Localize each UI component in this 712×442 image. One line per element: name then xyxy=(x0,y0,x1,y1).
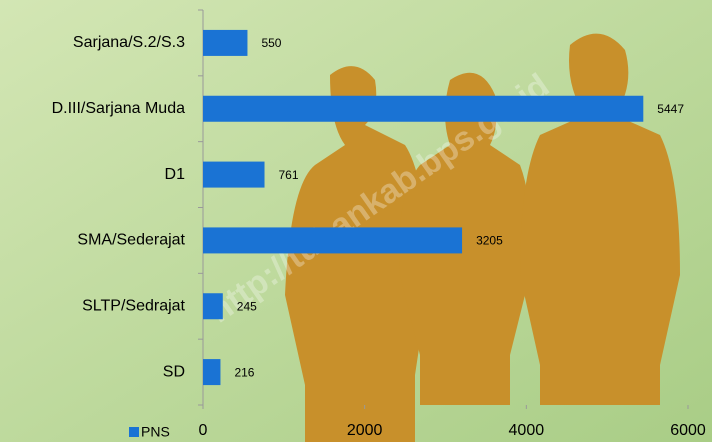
value-label: 245 xyxy=(237,299,257,313)
value-label: 3205 xyxy=(476,234,503,248)
bar xyxy=(203,95,644,122)
y-tick-label: D1 xyxy=(165,166,186,183)
value-label: 550 xyxy=(261,36,281,50)
bar xyxy=(203,293,223,320)
y-tick-label: SMA/Sederajat xyxy=(77,232,185,249)
silhouettes xyxy=(285,33,680,442)
bar xyxy=(203,359,221,386)
x-tick-label: 4000 xyxy=(509,422,545,439)
value-label: 5447 xyxy=(657,102,684,116)
y-tick-label: SLTP/Sedrajat xyxy=(82,297,185,314)
legend-label: PNS xyxy=(141,424,170,440)
x-tick-label: 6000 xyxy=(670,422,706,439)
x-tick-label: 2000 xyxy=(347,422,383,439)
value-label: 216 xyxy=(234,365,254,379)
y-tick-label: D.III/Sarjana Muda xyxy=(52,100,186,117)
y-tick-label: SD xyxy=(163,363,185,380)
value-label: 761 xyxy=(279,168,299,182)
legend-swatch xyxy=(129,427,139,437)
y-tick-label: Sarjana/S.2/S.3 xyxy=(73,34,185,51)
x-tick-label: 0 xyxy=(199,422,208,439)
bar xyxy=(203,161,265,188)
bar xyxy=(203,227,463,254)
bar xyxy=(203,29,248,56)
